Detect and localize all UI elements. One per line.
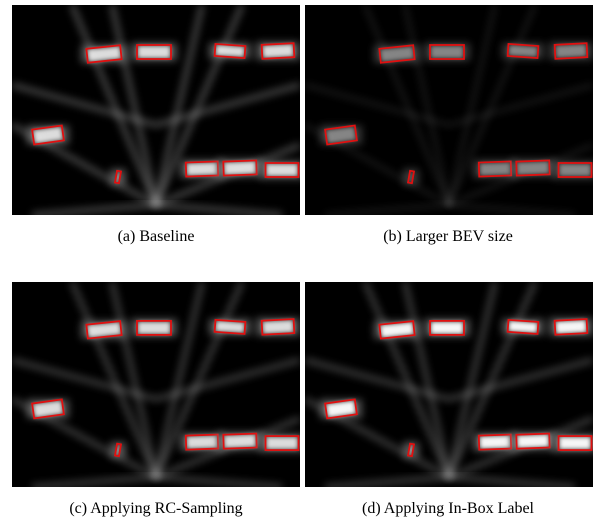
blob — [263, 44, 294, 58]
blob — [187, 436, 217, 449]
heatmap-background — [12, 5, 300, 215]
heatmap-panel — [12, 5, 305, 215]
caption: (a) Baseline — [118, 228, 195, 245]
blob — [431, 46, 463, 58]
caption: (c) Applying RC-Sampling — [69, 500, 242, 517]
blob — [509, 321, 538, 333]
blob — [267, 437, 298, 449]
blob — [224, 161, 255, 174]
heatmap-panel — [12, 282, 305, 487]
figure: (a) Baseline (b) Larger BEV size (c) App… — [0, 0, 595, 523]
blob — [224, 435, 255, 448]
blob — [556, 44, 587, 58]
heatmap-background — [305, 282, 593, 487]
blob — [480, 436, 510, 449]
blob — [138, 46, 170, 58]
blob — [138, 322, 170, 334]
blob — [560, 164, 591, 176]
heatmap-panel — [305, 282, 595, 487]
caption: (d) Applying In-Box Label — [362, 500, 535, 517]
blob — [517, 161, 548, 174]
blob — [431, 322, 463, 334]
heatmap-background — [305, 5, 593, 215]
blob — [267, 164, 298, 176]
heatmap-background — [12, 282, 300, 487]
blob — [480, 162, 510, 175]
heatmap-panel — [305, 5, 595, 215]
blob — [187, 162, 217, 175]
blob — [216, 321, 245, 333]
blob — [517, 435, 548, 448]
blob — [556, 320, 587, 334]
caption: (b) Larger BEV size — [383, 228, 513, 245]
blob — [216, 45, 245, 57]
blob — [509, 45, 538, 57]
blob — [263, 320, 294, 334]
blob — [560, 437, 591, 449]
